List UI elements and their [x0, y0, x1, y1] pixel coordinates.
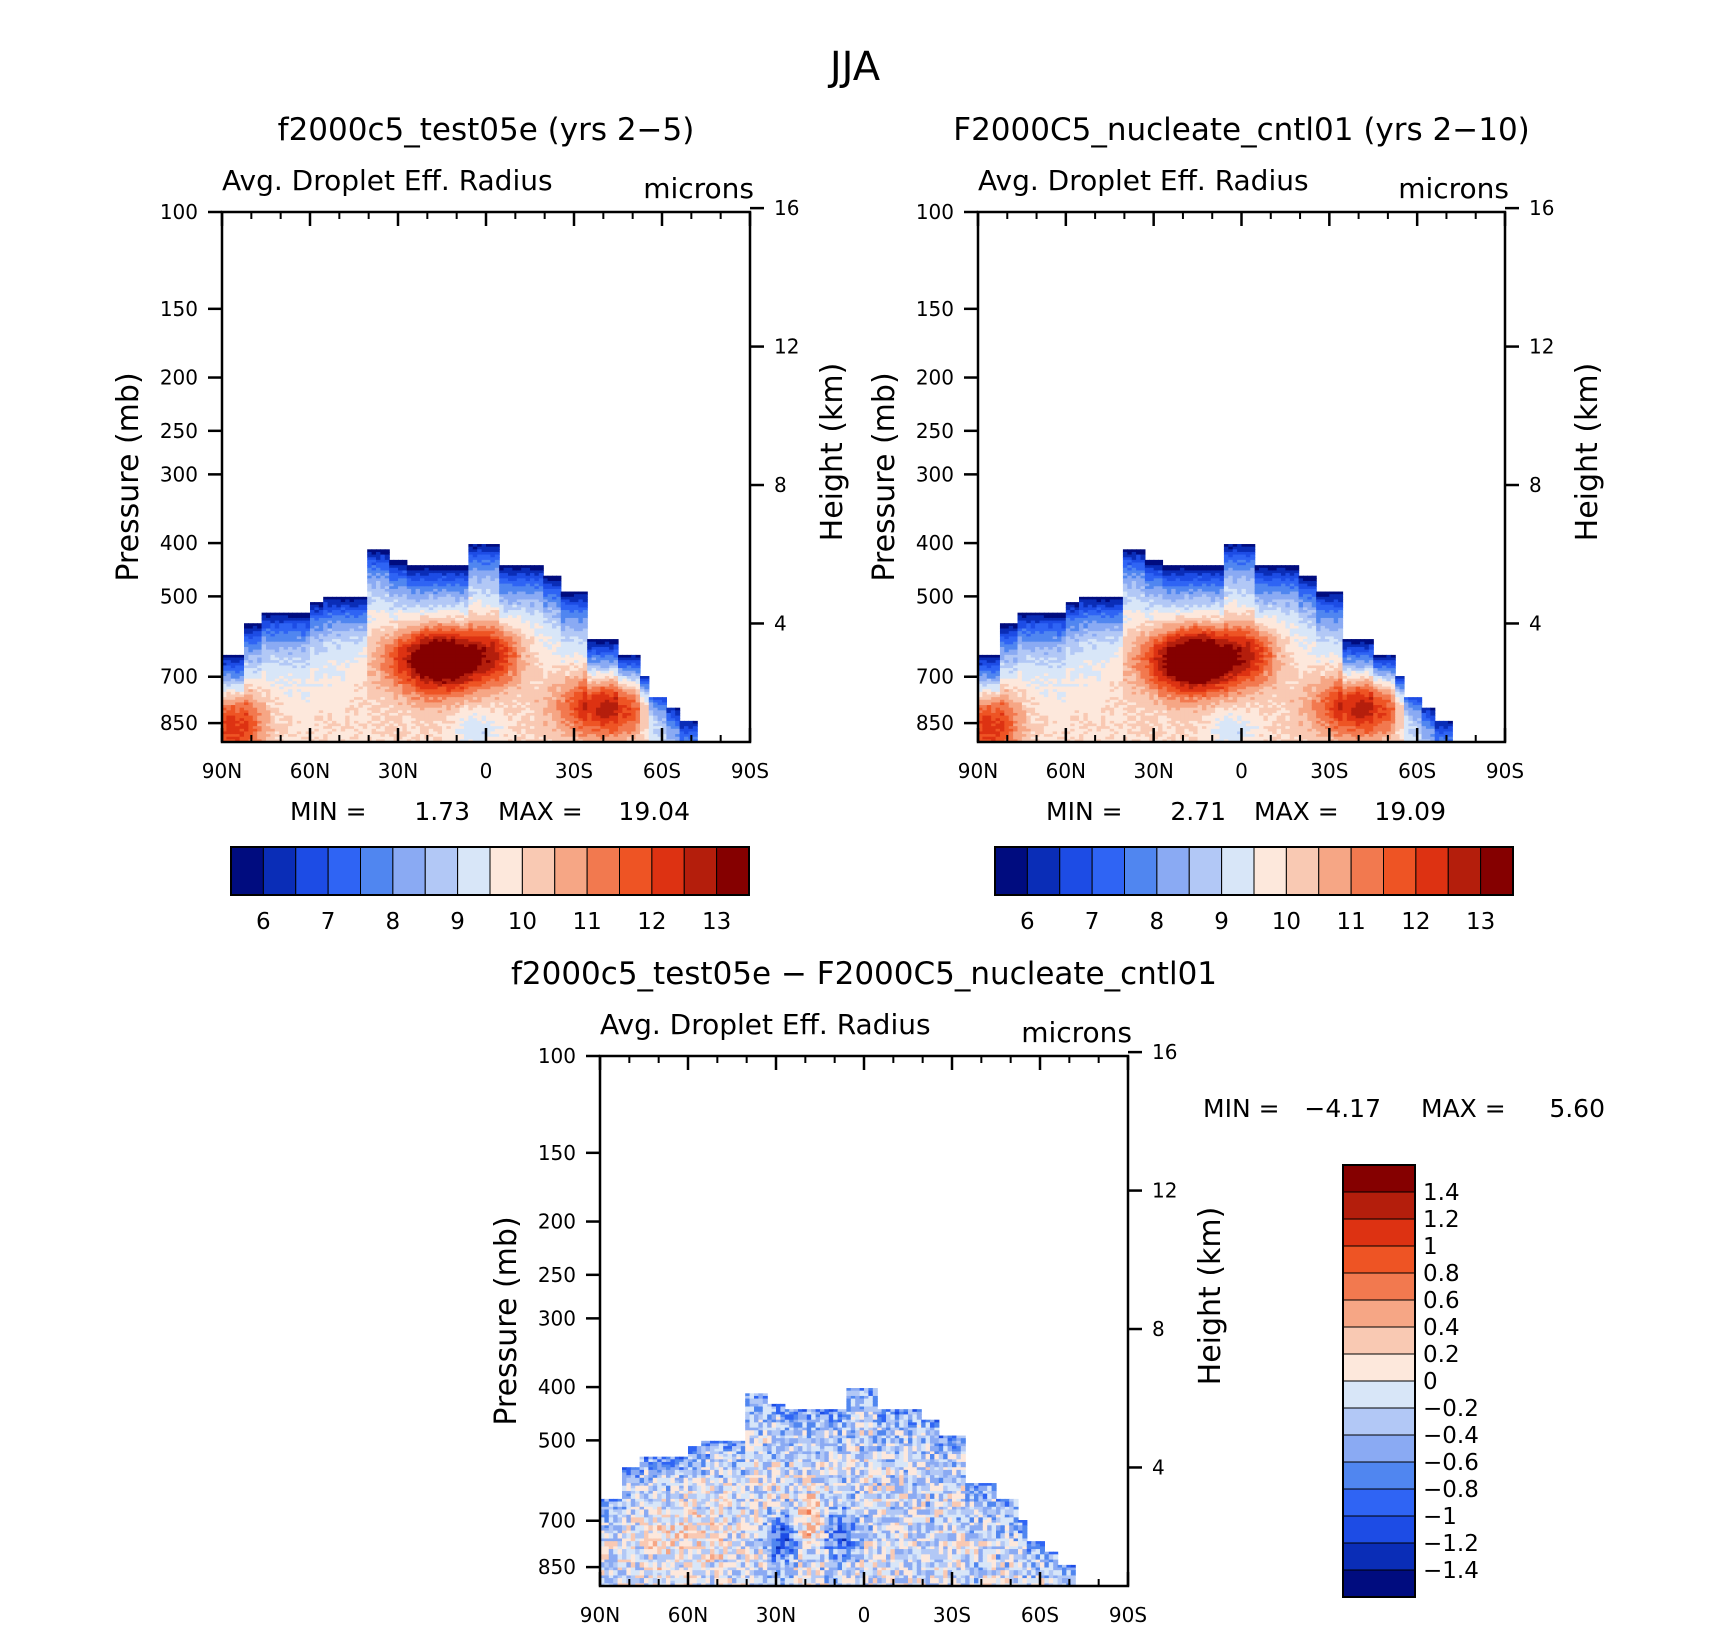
figure-title: JJA	[827, 44, 881, 90]
field-0	[222, 544, 698, 743]
